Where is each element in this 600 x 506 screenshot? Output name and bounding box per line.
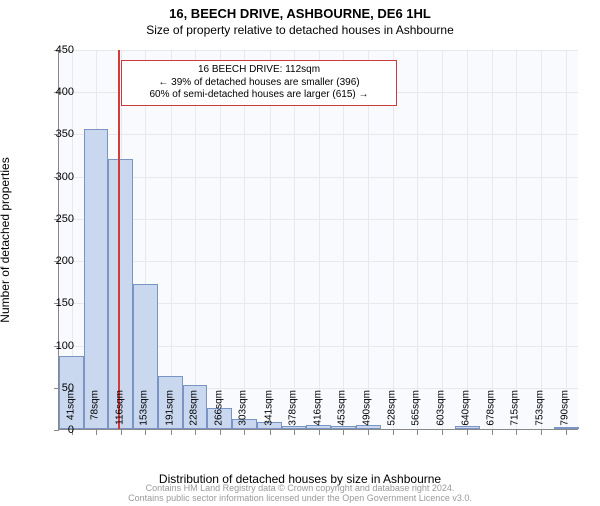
grid-line-v [294,50,295,429]
x-tick-mark [294,430,295,435]
footer-line2: Contains public sector information licen… [0,494,600,504]
x-tick-label: 640sqm [460,390,471,426]
x-tick-label: 303sqm [238,390,249,426]
y-tick-label: 250 [34,213,74,225]
x-tick-mark [566,430,567,435]
x-tick-label: 753sqm [535,390,546,426]
x-tick-mark [244,430,245,435]
x-tick-mark [516,430,517,435]
y-axis-title: Number of detached properties [0,157,12,322]
x-tick-mark [417,430,418,435]
x-tick-mark [145,430,146,435]
x-tick-mark [171,430,172,435]
histogram-bar [108,159,133,429]
chart-title-sub: Size of property relative to detached ho… [0,23,600,37]
histogram-bar [455,426,480,429]
x-tick-label: 153sqm [139,390,150,426]
histogram-bar [84,129,109,429]
grid-line-v [541,50,542,429]
x-tick-label: 341sqm [263,390,274,426]
grid-line-v [368,50,369,429]
grid-line-v [467,50,468,429]
grid-line-v [171,50,172,429]
y-tick-label: 450 [34,44,74,56]
x-tick-label: 266sqm [214,390,225,426]
chart-title-main: 16, BEECH DRIVE, ASHBOURNE, DE6 1HL [0,6,600,21]
x-tick-label: 41sqm [65,390,76,420]
grid-line-v [319,50,320,429]
grid-line-v [270,50,271,429]
annotation-line: 16 BEECH DRIVE: 112sqm [128,64,390,77]
histogram-bar [554,427,579,429]
x-tick-label: 78sqm [89,390,100,420]
x-tick-mark [492,430,493,435]
y-tick-label: 0 [34,424,74,436]
y-tick-label: 400 [34,86,74,98]
histogram-bar [282,426,307,429]
x-tick-label: 191sqm [164,390,175,426]
annotation-line: 60% of semi-detached houses are larger (… [128,89,390,102]
annotation-box: 16 BEECH DRIVE: 112sqm← 39% of detached … [121,60,397,106]
x-tick-label: 528sqm [386,390,397,426]
grid-line-v [195,50,196,429]
chart-area: 16 BEECH DRIVE: 112sqm← 39% of detached … [58,50,578,430]
y-tick-label: 200 [34,255,74,267]
grid-line-v [442,50,443,429]
x-tick-mark [343,430,344,435]
x-tick-mark [467,430,468,435]
x-tick-mark [319,430,320,435]
x-tick-label: 490sqm [361,390,372,426]
x-tick-label: 603sqm [436,390,447,426]
x-tick-label: 678sqm [485,390,496,426]
x-tick-mark [541,430,542,435]
grid-line-v [516,50,517,429]
grid-line-v [220,50,221,429]
x-tick-mark [270,430,271,435]
x-tick-mark [393,430,394,435]
x-tick-mark [195,430,196,435]
x-tick-mark [442,430,443,435]
grid-line-v [393,50,394,429]
x-tick-label: 790sqm [559,390,570,426]
x-tick-label: 715sqm [510,390,521,426]
grid-line-v [417,50,418,429]
histogram-bar [331,426,356,429]
x-tick-label: 378sqm [287,390,298,426]
x-tick-mark [368,430,369,435]
annotation-line: ← 39% of detached houses are smaller (39… [128,77,390,90]
property-marker-line [118,50,120,429]
y-tick-label: 350 [34,128,74,140]
plot-region: 16 BEECH DRIVE: 112sqm← 39% of detached … [58,50,578,430]
footer-attribution: Contains HM Land Registry data © Crown c… [0,484,600,504]
x-tick-label: 416sqm [313,390,324,426]
x-tick-mark [121,430,122,435]
grid-line-v [343,50,344,429]
x-tick-mark [96,430,97,435]
y-tick-label: 150 [34,297,74,309]
x-tick-label: 453sqm [337,390,348,426]
x-tick-label: 228sqm [188,390,199,426]
x-tick-mark [220,430,221,435]
x-tick-label: 565sqm [411,390,422,426]
y-tick-label: 300 [34,171,74,183]
grid-line-v [492,50,493,429]
x-tick-label: 116sqm [115,390,126,425]
grid-line-v [244,50,245,429]
y-tick-label: 100 [34,340,74,352]
grid-line-v [566,50,567,429]
